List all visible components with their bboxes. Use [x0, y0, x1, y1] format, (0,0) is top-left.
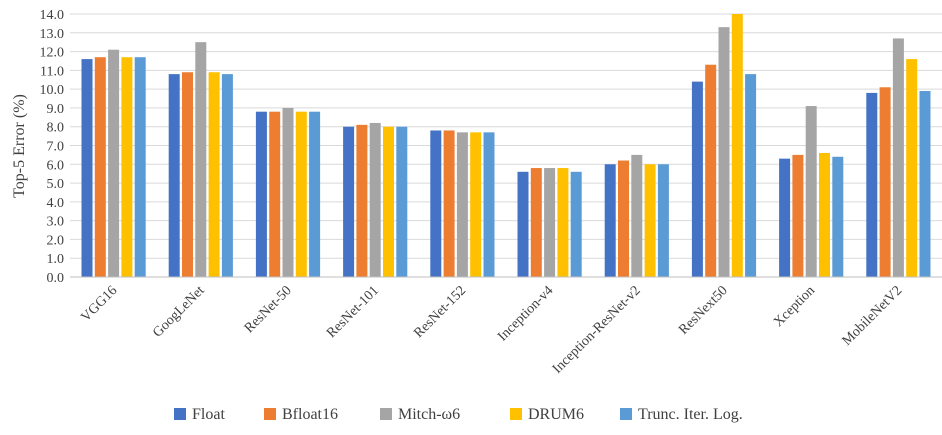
- legend-swatch: [264, 408, 276, 420]
- bar-float-resnext50: [691, 81, 703, 277]
- bar-bfloat16-mobilenetv2: [879, 87, 891, 277]
- bar-float-resnet-101: [343, 126, 355, 277]
- x-tick-label: ResNext50: [676, 283, 731, 338]
- legend-item: Bfloat16: [264, 406, 338, 423]
- bar-trunc-iter-log--resnet-101: [396, 126, 408, 277]
- x-axis-category-labels: VGG16 GoogLeNet ResNet-50 ResNet-101 ResNet-…: [78, 283, 905, 377]
- legend-item: Float: [174, 406, 225, 423]
- legend-swatch: [510, 408, 522, 420]
- y-tick-label: 1.0: [47, 252, 65, 267]
- x-tick-label: VGG16: [78, 283, 120, 325]
- y-tick-label: 12.0: [40, 46, 65, 61]
- bar-drum6-resnet-101: [383, 126, 394, 277]
- bar-bfloat16-resnet-50: [269, 111, 281, 277]
- legend-swatch: [620, 408, 632, 420]
- y-tick-label: 7.0: [47, 140, 65, 155]
- bar-float-vgg16: [81, 59, 93, 278]
- bar-float-resnet-50: [255, 111, 267, 277]
- bar-drum6-resnet-152: [470, 132, 482, 277]
- x-tick-label: ResNet-50: [242, 283, 295, 336]
- bar-float-inception-resnet-v2: [604, 164, 616, 277]
- bar-bfloat16-inception-v4: [530, 168, 542, 277]
- x-tick-label: ResNet-152: [411, 283, 469, 341]
- legend-label: Bfloat16: [282, 406, 338, 423]
- bar-trunc-iter-log--inception-v4: [570, 171, 582, 277]
- bar-bfloat16-resnext50: [705, 64, 717, 277]
- legend-label: Mitch-ω6: [398, 406, 460, 423]
- legend-swatch: [380, 408, 392, 420]
- y-tick-label: 13.0: [40, 27, 65, 42]
- y-axis-ticks: 0.0 1.0 2.0 3.0 4.0 5.0 6.0 7.0 8.0 9.0 10.0 11.0 12…: [40, 8, 65, 286]
- legend-item: Mitch-ω6: [380, 406, 460, 423]
- bar-drum6-inception-v4: [557, 168, 569, 277]
- x-tick-label: Xception: [771, 283, 818, 330]
- legend-item: DRUM6: [510, 406, 584, 423]
- x-tick-label: Inception-ResNet-v2: [550, 283, 644, 377]
- bar-bfloat16-vgg16: [94, 57, 106, 278]
- y-tick-label: 9.0: [47, 102, 65, 117]
- bar-drum6-mobilenetv2: [906, 59, 918, 278]
- y-tick-label: 11.0: [40, 64, 64, 79]
- bar-drum6-inception-resnet-v2: [644, 164, 656, 277]
- y-axis-title: Top-5 Error (%): [11, 94, 28, 198]
- bar-drum6-resnext50: [731, 14, 743, 277]
- bar-trunc-iter-log--googlenet: [221, 74, 233, 277]
- bar-drum6-googlenet: [208, 72, 220, 277]
- bars: [81, 14, 931, 278]
- bar-mitch-6-resnext50: [718, 27, 730, 278]
- bar-bfloat16-resnet-101: [356, 124, 368, 277]
- bar-trunc-iter-log--vgg16: [134, 57, 146, 278]
- bar-float-xception: [779, 158, 791, 277]
- bar-trunc-iter-log--xception: [832, 156, 844, 277]
- bar-float-mobilenetv2: [866, 92, 878, 278]
- legend-label: Float: [192, 406, 225, 423]
- y-tick-label: 6.0: [47, 158, 65, 173]
- bar-mitch-6-vgg16: [108, 49, 120, 277]
- bar-bfloat16-xception: [792, 154, 804, 277]
- y-tick-label: 8.0: [47, 121, 65, 136]
- bar-bfloat16-resnet-152: [443, 130, 455, 277]
- y-tick-label: 0.0: [47, 271, 65, 286]
- legend-swatch: [174, 408, 186, 420]
- bar-bfloat16-inception-resnet-v2: [618, 160, 629, 277]
- legend-item: Trunc. Iter. Log.: [620, 406, 743, 423]
- x-tick-label: ResNet-101: [324, 283, 382, 341]
- bar-mitch-6-xception: [805, 106, 817, 277]
- y-tick-label: 14.0: [40, 8, 65, 23]
- bar-mitch-6-resnet-50: [282, 107, 294, 277]
- bar-mitch-6-resnet-101: [369, 122, 381, 277]
- bar-float-inception-v4: [517, 171, 529, 277]
- bar-mitch-6-inception-resnet-v2: [631, 154, 643, 277]
- bar-trunc-iter-log--resnet-50: [309, 111, 321, 277]
- bar-drum6-xception: [819, 153, 830, 277]
- y-tick-label: 10.0: [40, 83, 65, 98]
- y-tick-label: 2.0: [47, 233, 65, 248]
- bar-mitch-6-googlenet: [195, 42, 207, 277]
- bar-bfloat16-googlenet: [182, 72, 193, 277]
- x-tick-label: Inception-v4: [495, 283, 556, 344]
- bar-drum6-resnet-50: [295, 111, 307, 277]
- bar-float-googlenet: [168, 74, 180, 277]
- y-tick-label: 3.0: [47, 215, 65, 230]
- legend: Float Bfloat16 Mitch-ω6 DRUM6 Trunc. Iter. L…: [174, 406, 743, 423]
- bar-mitch-6-resnet-152: [456, 132, 468, 277]
- x-tick-label: MobileNetV2: [840, 283, 906, 349]
- bar-trunc-iter-log--inception-resnet-v2: [657, 164, 669, 277]
- x-tick-label: GoogLeNet: [150, 283, 207, 340]
- bar-trunc-iter-log--resnet-152: [483, 132, 495, 277]
- y-tick-label: 5.0: [47, 177, 65, 192]
- bar-float-resnet-152: [430, 130, 442, 277]
- bar-mitch-6-inception-v4: [544, 168, 556, 277]
- bar-trunc-iter-log--mobilenetv2: [919, 91, 931, 278]
- bar-mitch-6-mobilenetv2: [892, 38, 904, 277]
- bar-drum6-vgg16: [121, 57, 133, 278]
- y-tick-label: 4.0: [47, 196, 65, 211]
- legend-label: DRUM6: [528, 406, 584, 423]
- legend-label: Trunc. Iter. Log.: [638, 406, 743, 423]
- bar-trunc-iter-log--resnext50: [745, 74, 757, 277]
